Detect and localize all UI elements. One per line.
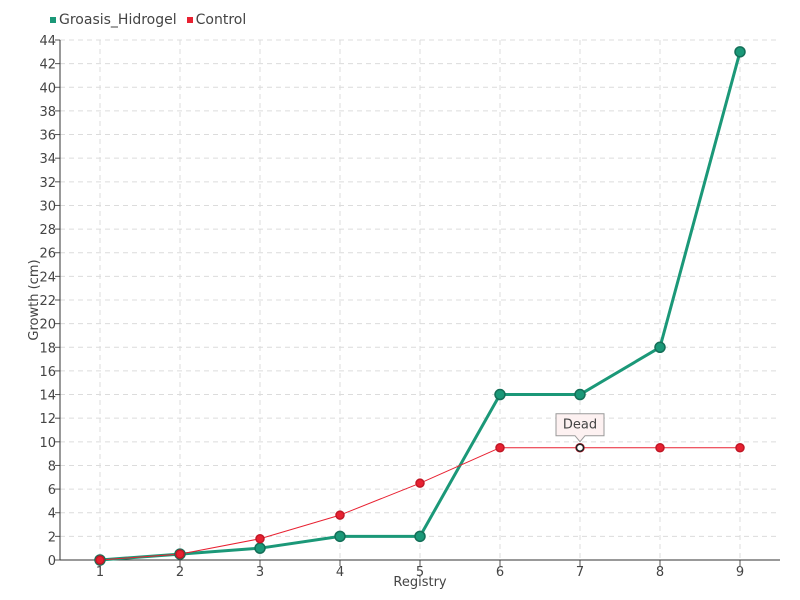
y-tick-label: 12 xyxy=(39,412,56,427)
data-point-control xyxy=(495,442,505,453)
legend-item-groasis[interactable]: Groasis_Hidrogel xyxy=(50,12,177,28)
y-tick-label: 0 xyxy=(48,554,56,569)
y-tick-label: 36 xyxy=(39,129,56,144)
x-tick-label: 5 xyxy=(416,565,424,580)
x-tick-label: 3 xyxy=(256,565,264,580)
y-tick-label: 16 xyxy=(39,365,56,380)
annotation-callout xyxy=(555,413,605,443)
y-tick-label: 10 xyxy=(39,436,56,451)
legend-label-control: Control xyxy=(195,12,247,28)
y-tick-label: 6 xyxy=(48,483,56,498)
y-tick-label: 24 xyxy=(39,270,56,285)
annotations: Dead xyxy=(555,413,605,452)
x-tick-label: 9 xyxy=(736,565,744,580)
y-tick-label: 26 xyxy=(39,247,56,262)
y-tick-label: 38 xyxy=(39,105,56,120)
y-tick-label: 8 xyxy=(48,459,56,474)
y-tick-label: 40 xyxy=(39,81,56,96)
chart-legend: Groasis_Hidrogel Control xyxy=(50,12,246,28)
y-tick-label: 14 xyxy=(39,389,56,404)
x-tick-label: 6 xyxy=(496,565,504,580)
y-tick-label: 30 xyxy=(39,199,56,214)
data-point-control xyxy=(655,442,665,453)
data-point-groasis xyxy=(494,388,506,401)
y-axis-title: Growth (cm) xyxy=(27,259,42,340)
y-tick-label: 4 xyxy=(48,507,56,522)
data-point-control xyxy=(175,549,185,559)
data-point-groasis xyxy=(254,542,266,554)
axes xyxy=(55,39,780,566)
annotation-label: Dead xyxy=(563,418,597,433)
series-group xyxy=(94,46,746,566)
data-point-control xyxy=(735,442,745,453)
legend-label-groasis: Groasis_Hidrogel xyxy=(59,12,177,28)
legend-item-control[interactable]: Control xyxy=(186,12,247,28)
y-tick-label: 18 xyxy=(39,341,56,356)
x-tick-label: 2 xyxy=(176,565,184,580)
x-tick-label: 1 xyxy=(96,565,104,580)
y-tick-label: 34 xyxy=(39,152,56,167)
x-tick-label: 4 xyxy=(336,565,344,580)
data-point-control xyxy=(335,510,345,520)
y-tick-label: 22 xyxy=(39,294,56,309)
y-tick-label: 32 xyxy=(39,176,56,191)
y-tick-label: 42 xyxy=(39,58,56,73)
y-tick-label: 2 xyxy=(48,530,56,545)
x-tick-label: 7 xyxy=(576,565,584,580)
data-point-groasis xyxy=(334,530,346,543)
x-axis-title: Registry xyxy=(393,575,447,590)
annotation-marker xyxy=(575,443,585,452)
data-point-groasis xyxy=(734,46,746,58)
data-point-control xyxy=(95,555,105,565)
data-point-control xyxy=(255,533,265,544)
legend-swatch-groasis xyxy=(50,17,56,23)
y-tick-label: 28 xyxy=(39,223,56,238)
data-point-groasis xyxy=(414,530,426,543)
x-tick-label: 8 xyxy=(656,565,664,580)
tick-labels: 0246810121416182022242628303234363840424… xyxy=(39,34,744,580)
grid-lines xyxy=(60,39,780,560)
data-point-groasis xyxy=(574,388,586,401)
y-tick-label: 20 xyxy=(39,318,56,333)
y-tick-label: 44 xyxy=(39,34,56,49)
data-point-groasis xyxy=(654,341,666,354)
legend-swatch-control xyxy=(186,17,193,23)
data-point-control xyxy=(415,478,425,488)
